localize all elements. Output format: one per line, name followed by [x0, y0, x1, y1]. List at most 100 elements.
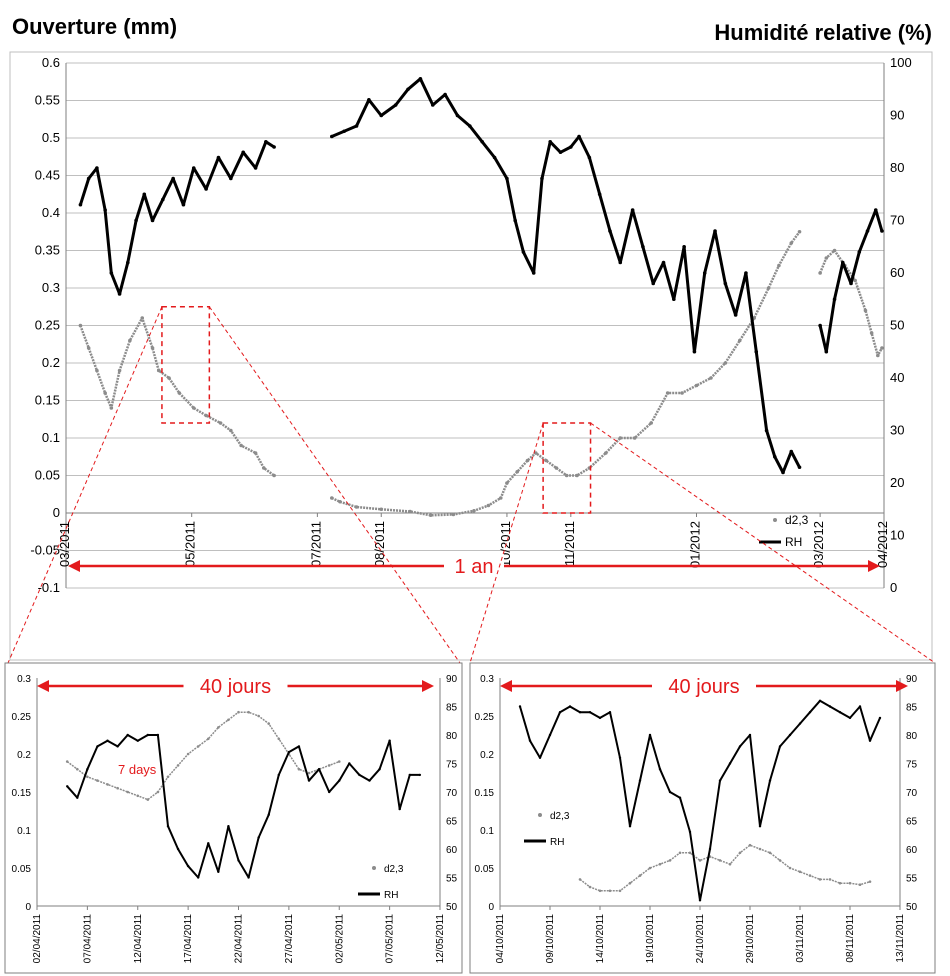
rh-point: [658, 768, 662, 771]
d23-point: [728, 862, 732, 866]
rh-point: [865, 229, 870, 233]
rh-point: [818, 699, 822, 702]
y-left-tick-label: 0.05: [475, 864, 495, 875]
rh-point: [329, 134, 334, 139]
rh-point: [96, 745, 99, 748]
d23-point: [505, 481, 509, 485]
d23-point: [106, 783, 109, 786]
rh-point: [241, 150, 245, 155]
d23-point: [76, 767, 79, 771]
series-d23-trace: [579, 844, 871, 892]
rh-point: [672, 297, 676, 302]
y-right-tick-label: 80: [906, 731, 918, 742]
d23-point: [186, 752, 190, 756]
y-left-tick-label: 0.6: [42, 55, 60, 70]
rh-point: [307, 779, 311, 782]
series-d23-trace: [79, 316, 275, 477]
rh-point: [136, 739, 139, 742]
d23-point: [229, 428, 233, 433]
rh-point: [378, 768, 381, 771]
rh-point: [216, 155, 221, 160]
rh-point: [548, 139, 553, 144]
x-tick-label: 03/2011: [57, 521, 72, 567]
d23-point: [880, 346, 884, 350]
d23-point: [140, 316, 145, 320]
rh-point: [418, 773, 422, 777]
inset-autumn-40-days-label-bg: [652, 673, 756, 699]
d23-point: [680, 391, 684, 395]
rh-point: [191, 166, 196, 170]
inset-spring-40-days-label: 40 jours: [200, 676, 271, 698]
one-year-label: 1 an: [455, 556, 494, 578]
rh-point: [630, 208, 635, 212]
y-left-tick-label: 0.35: [35, 243, 60, 258]
rh-point: [808, 711, 812, 714]
y-left-tick-label: 0.25: [35, 318, 60, 333]
y-left-tick-label: 0.2: [480, 750, 494, 761]
x-tick-label: 11/2011: [562, 521, 577, 566]
series-rh-line: [66, 734, 420, 879]
x-tick-label: 02/04/2011: [32, 914, 43, 964]
legend-d23-marker: [372, 866, 376, 870]
x-tick-label: 12/05/2011: [435, 914, 446, 964]
d23-point: [95, 368, 99, 373]
rh-point: [142, 192, 147, 197]
d23-point: [337, 760, 341, 763]
d23-point: [451, 512, 456, 517]
y-right-tick-label: 30: [890, 423, 904, 438]
d23-point: [768, 851, 772, 855]
y-right-tick-label: 20: [890, 475, 904, 490]
rh-point: [468, 124, 472, 128]
d23-point: [694, 383, 699, 388]
rh-point: [878, 716, 882, 720]
rh-point: [109, 271, 114, 275]
y-left-tick-label: 0.5: [42, 130, 60, 145]
rh-point: [778, 745, 782, 748]
legend-d23-label: d2,3: [785, 513, 809, 527]
y-right-tick-label: 70: [890, 213, 904, 228]
d23-point: [628, 881, 632, 885]
d23-point: [578, 878, 582, 881]
d23-point: [176, 764, 180, 767]
rh-point: [638, 779, 642, 782]
rh-point: [838, 711, 842, 714]
d23-point: [828, 878, 832, 881]
rh-point: [518, 705, 522, 708]
y-left-tick-label: 0.4: [42, 205, 60, 220]
inset-spring-40-days-label-bg: [183, 673, 288, 699]
rh-point: [618, 260, 623, 265]
rh-point: [66, 785, 69, 788]
y-right-tick-label: 75: [446, 760, 458, 771]
d23-point: [758, 847, 762, 851]
one-year-label-bg: [444, 553, 504, 579]
x-tick-label: 05/2011: [183, 521, 198, 567]
d23-point: [277, 737, 281, 741]
y-left-tick-label: 0.25: [12, 712, 32, 723]
d23-point: [618, 889, 622, 893]
d23-point: [262, 466, 266, 470]
main-chart: -0.1 -0.05 0 0.05 0.1 0.15 0.2 0.25 0.3 0.35 0.4 0.…: [30, 55, 911, 595]
inset-spring-chart: 0 0.05 0.1 0.15 0.2 0.25 0.3 50 55 60 65 70 75 80 85 90…: [12, 673, 458, 963]
y-left-tick-label: 0: [488, 902, 494, 913]
rh-point: [538, 756, 542, 759]
rh-point: [78, 202, 83, 207]
d23-point: [486, 503, 491, 508]
zoom-annotations: [7, 306, 936, 664]
rh-point: [480, 139, 485, 144]
rh-point: [597, 192, 602, 197]
rh-point: [247, 876, 250, 879]
rh-point: [521, 250, 526, 254]
d23-point: [533, 451, 538, 455]
rh-point: [126, 733, 129, 737]
rh-point: [161, 197, 165, 202]
y-left-tick-label: 0.15: [12, 788, 32, 799]
legend-d23-label: d2,3: [550, 811, 570, 822]
rh-point: [287, 750, 291, 754]
y-right-tick-label: 80: [446, 731, 458, 742]
x-tick-label: 03/2012: [811, 521, 826, 568]
x-tick-label: 04/2012: [875, 521, 890, 568]
legend-d23-label: d2,3: [384, 864, 404, 875]
d23-point: [237, 710, 240, 714]
rh-point: [455, 113, 460, 118]
x-tick-label: 03/11/2011: [795, 914, 806, 963]
